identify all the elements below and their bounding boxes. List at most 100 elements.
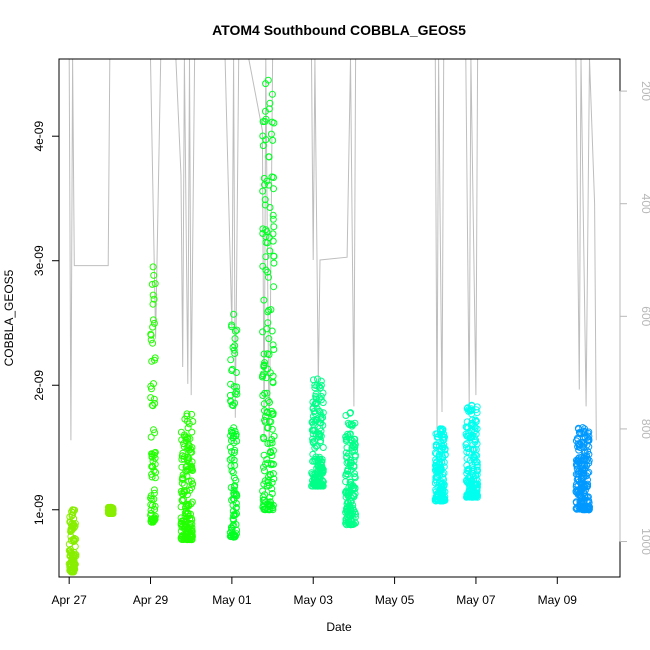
data-point bbox=[579, 479, 587, 487]
data-point bbox=[352, 510, 359, 518]
data-point bbox=[229, 469, 237, 477]
data-point bbox=[270, 252, 278, 260]
data-point bbox=[260, 363, 268, 370]
data-point bbox=[147, 394, 155, 402]
data-point bbox=[584, 436, 592, 444]
data-point bbox=[232, 476, 240, 484]
y-axis: 1e-09 2e-09 3e-09 4e-09 bbox=[32, 121, 60, 525]
data-point bbox=[183, 444, 191, 451]
data-point bbox=[227, 432, 235, 440]
data-point bbox=[183, 472, 191, 480]
data-point bbox=[263, 389, 271, 397]
data-point bbox=[579, 424, 587, 432]
x-axis-label: Date bbox=[326, 620, 352, 634]
data-point bbox=[265, 181, 273, 189]
data-point bbox=[315, 430, 323, 438]
data-point bbox=[261, 491, 269, 499]
point-cluster-3-1 bbox=[342, 409, 359, 529]
data-point bbox=[184, 424, 192, 432]
data-point bbox=[575, 490, 583, 498]
data-point bbox=[262, 253, 270, 261]
data-point bbox=[270, 283, 278, 291]
data-point bbox=[309, 412, 317, 420]
data-point bbox=[574, 440, 582, 448]
data-point bbox=[181, 433, 189, 441]
data-point bbox=[349, 491, 357, 499]
data-point bbox=[230, 486, 238, 494]
data-point bbox=[439, 489, 447, 497]
y2-tick-label: 1000 bbox=[639, 528, 650, 555]
x-tick-label: May 01 bbox=[212, 593, 252, 607]
data-point bbox=[441, 446, 449, 454]
data-point bbox=[310, 416, 318, 424]
data-point bbox=[312, 482, 319, 490]
data-point bbox=[572, 481, 580, 488]
data-point bbox=[148, 495, 156, 503]
data-point bbox=[231, 390, 239, 398]
data-point bbox=[345, 483, 353, 491]
data-point bbox=[185, 477, 193, 485]
data-point bbox=[581, 465, 588, 473]
data-point bbox=[147, 501, 155, 509]
y-axis-label: COBBLA_GEOS5 bbox=[2, 269, 16, 366]
data-point bbox=[431, 449, 439, 457]
data-point bbox=[270, 259, 278, 267]
data-point bbox=[69, 509, 77, 517]
data-point bbox=[184, 456, 192, 463]
data-point bbox=[150, 489, 158, 497]
data-point bbox=[269, 504, 276, 512]
data-point bbox=[585, 432, 593, 440]
data-point bbox=[264, 440, 272, 447]
data-point bbox=[229, 531, 237, 539]
data-point bbox=[260, 451, 268, 459]
data-point bbox=[262, 136, 270, 144]
data-point bbox=[150, 514, 158, 522]
data-point bbox=[471, 451, 479, 459]
data-point bbox=[233, 437, 241, 445]
data-point bbox=[231, 399, 239, 407]
data-point bbox=[432, 493, 440, 501]
data-point bbox=[65, 540, 73, 548]
data-point bbox=[228, 365, 236, 373]
data-point bbox=[318, 465, 326, 473]
data-point bbox=[227, 397, 234, 405]
data-point bbox=[151, 354, 159, 362]
data-point bbox=[262, 412, 269, 420]
data-point bbox=[266, 369, 274, 377]
data-point bbox=[435, 442, 443, 450]
data-point bbox=[231, 532, 239, 540]
data-point bbox=[264, 479, 272, 486]
data-point bbox=[227, 380, 235, 388]
data-point bbox=[319, 409, 327, 417]
data-point bbox=[467, 405, 475, 413]
data-point bbox=[227, 523, 235, 531]
data-point bbox=[149, 316, 157, 324]
data-point bbox=[308, 426, 316, 434]
data-point bbox=[188, 410, 196, 418]
data-point bbox=[261, 389, 269, 397]
point-cluster-1-1 bbox=[177, 410, 197, 544]
data-point bbox=[268, 118, 276, 126]
data-point bbox=[259, 487, 267, 495]
data-point bbox=[228, 496, 236, 504]
data-point bbox=[269, 237, 277, 245]
data-point bbox=[469, 461, 476, 469]
data-point bbox=[227, 356, 235, 364]
data-point bbox=[260, 350, 268, 358]
data-point bbox=[150, 380, 157, 388]
point-cluster-3-0 bbox=[308, 375, 327, 490]
data-point bbox=[266, 398, 273, 406]
data-point bbox=[230, 516, 237, 524]
data-point bbox=[180, 443, 188, 451]
data-point bbox=[344, 430, 352, 438]
data-point bbox=[264, 76, 272, 84]
data-point bbox=[270, 174, 277, 181]
data-point bbox=[351, 473, 359, 481]
data-point bbox=[67, 549, 75, 556]
data-point bbox=[265, 335, 273, 343]
data-point bbox=[107, 503, 115, 511]
data-point bbox=[441, 488, 449, 496]
data-point bbox=[342, 493, 350, 501]
y2-tick-label: 200 bbox=[639, 81, 650, 101]
data-point bbox=[578, 471, 586, 479]
